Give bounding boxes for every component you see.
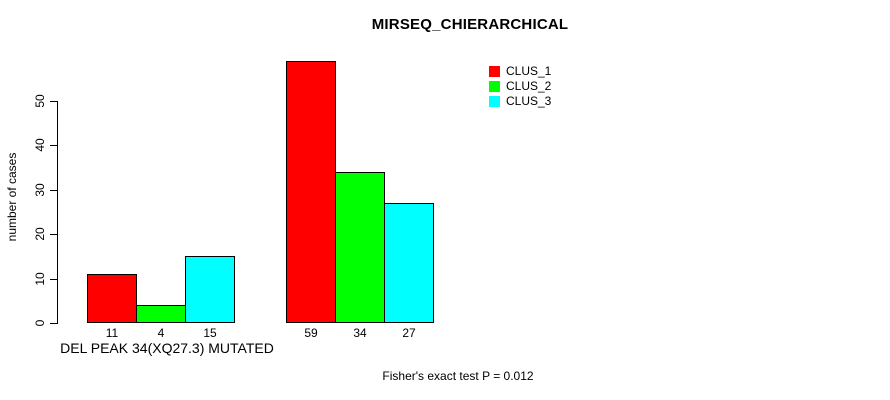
- bar-value-label: 34: [353, 326, 367, 340]
- bar-value-label: 4: [157, 326, 165, 340]
- bar-value-label: 27: [402, 326, 416, 340]
- legend-swatch-icon: [489, 96, 500, 107]
- legend-label: CLUS_3: [506, 94, 552, 108]
- legend-swatch-icon: [489, 66, 500, 77]
- x-axis-label: DEL PEAK 34(XQ27.3) MUTATED: [60, 340, 274, 356]
- bar-clus_2-group-2: [335, 172, 385, 323]
- bar-clus_3-group-1: [185, 256, 235, 323]
- y-tick: [50, 279, 57, 280]
- y-tick: [50, 323, 57, 324]
- y-axis-line: [57, 101, 58, 324]
- y-tick: [50, 190, 57, 191]
- bar-value-label: 59: [304, 326, 318, 340]
- y-tick-label: 10: [33, 272, 47, 286]
- bar-clus_3-group-2: [384, 203, 434, 323]
- bar-value-label: 11: [105, 326, 119, 340]
- y-tick-label: 20: [33, 227, 47, 241]
- legend-row: CLUS_1: [489, 64, 551, 79]
- bar-clus_1-group-2: [286, 61, 336, 323]
- chart-title: MIRSEQ_CHIERARCHICAL: [371, 16, 569, 33]
- legend-row: CLUS_3: [489, 94, 551, 109]
- bar-clus_2-group-1: [136, 305, 186, 323]
- y-axis-label: number of cases: [5, 152, 19, 242]
- bar-clus_1-group-1: [87, 274, 137, 323]
- legend-label: CLUS_1: [506, 64, 552, 78]
- legend-label: CLUS_2: [506, 79, 552, 93]
- y-tick-label: 40: [33, 138, 47, 152]
- y-tick-label: 30: [33, 183, 47, 197]
- legend-row: CLUS_2: [489, 79, 551, 94]
- legend: CLUS_1 CLUS_2 CLUS_3: [489, 64, 551, 109]
- bar-value-label: 15: [203, 326, 217, 340]
- y-tick-label: 0: [33, 319, 47, 327]
- y-tick: [50, 145, 57, 146]
- y-tick: [50, 234, 57, 235]
- y-tick-label: 50: [33, 94, 47, 108]
- y-tick: [50, 101, 57, 102]
- legend-swatch-icon: [489, 81, 500, 92]
- annotation-text: Fisher's exact test P = 0.012: [382, 369, 534, 383]
